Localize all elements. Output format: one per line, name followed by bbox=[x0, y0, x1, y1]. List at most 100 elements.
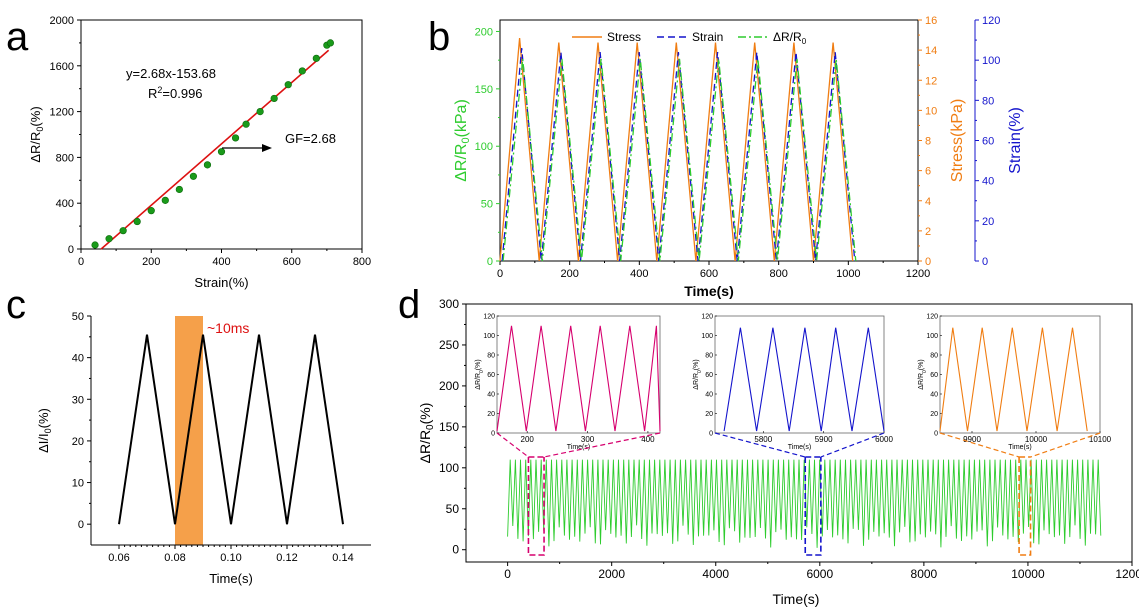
panel-c-xtick-label: 0.06 bbox=[108, 552, 129, 564]
inset-1-ytick-label: 20 bbox=[487, 411, 495, 418]
panel-c-ytick-label: 30 bbox=[72, 394, 84, 406]
panel-a-ytick-label: 2000 bbox=[50, 15, 74, 27]
panel-d-frame bbox=[465, 303, 1133, 563]
inset-3-ytick-label: 0 bbox=[934, 431, 938, 438]
fit-r-squared: R2=0.996 bbox=[148, 85, 203, 101]
panel-letter-a: a bbox=[6, 15, 29, 59]
panel-a-ytick-label: 0 bbox=[68, 244, 74, 256]
inset-1-connector bbox=[543, 432, 661, 458]
inset-3-frame bbox=[939, 315, 1101, 434]
panel-b-left-label-sub: 0 bbox=[460, 137, 472, 143]
data-point bbox=[119, 227, 127, 235]
panel-c-ytick-label: 20 bbox=[72, 436, 84, 448]
inset-1-ytick-label: 100 bbox=[483, 333, 495, 340]
inset-3: 0 20 40 60 80 100 120 9900 10000 10100 Time(s) ΔR/R… bbox=[918, 314, 1112, 452]
panel-b-stress-ytick-label: 12 bbox=[925, 75, 937, 87]
inset-1-xtick-label: 300 bbox=[581, 435, 595, 444]
panel-b-stress-ytick-label: 0 bbox=[925, 256, 931, 268]
legend-label: Strain bbox=[692, 30, 723, 44]
panel-d-xlabel: Time(s) bbox=[773, 591, 820, 607]
panel-b-left-ytick-label: 50 bbox=[481, 199, 493, 211]
panel-b-xtick-label: 200 bbox=[560, 268, 578, 280]
panel-b-xtick-label: 1200 bbox=[906, 268, 930, 280]
panel-a-xlabel: Strain(%) bbox=[194, 275, 248, 290]
panel-b-stress-label: Stress(kPa) bbox=[949, 99, 966, 183]
inset-3-ylabel-rest: (%) bbox=[918, 359, 925, 370]
panel-d-ytick-label: 50 bbox=[446, 502, 460, 516]
panel-b-xtick-label: 800 bbox=[769, 268, 787, 280]
panel-c: 0.06 0.08 0.10 0.12 0.14 0 10 20 30 40 50 Time(s) ΔI… bbox=[36, 311, 371, 586]
inset-2-xtick-label: 5800 bbox=[754, 435, 772, 444]
data-point bbox=[91, 241, 99, 249]
r2-sup: 2 bbox=[157, 85, 162, 95]
panel-a-ylabel-part: ΔR/R bbox=[28, 132, 43, 163]
inset-3-xlabel: Time(s) bbox=[1008, 444, 1031, 451]
gauge-factor-label: GF=2.68 bbox=[285, 131, 336, 146]
inset-3-signal bbox=[939, 327, 1088, 432]
panel-d-xtick-label: 8000 bbox=[911, 567, 938, 581]
data-point bbox=[175, 185, 183, 194]
panel-a-xtick-label: 200 bbox=[142, 256, 160, 268]
data-point bbox=[256, 107, 264, 116]
inset-1-ylabel-rest: (%) bbox=[475, 359, 482, 370]
series-line-strain bbox=[501, 48, 856, 262]
panel-d-xtick-label: 2000 bbox=[598, 567, 625, 581]
inset-1-ylabel-sub: 0 bbox=[479, 370, 485, 373]
panel-a-ytick-label: 1200 bbox=[50, 107, 74, 119]
inset-2-frame bbox=[714, 315, 885, 434]
panel-b-strain-ytick-label: 80 bbox=[982, 95, 994, 107]
series-line-rr bbox=[502, 58, 857, 262]
panel-c-ytick-label: 0 bbox=[78, 519, 84, 531]
inset-2-ylabel: ΔR/R0(%) bbox=[693, 359, 703, 389]
panel-b-strain-ytick-label: 20 bbox=[982, 216, 994, 228]
panel-b-xtick-label: 600 bbox=[700, 268, 718, 280]
panel-a-ylabel-rest: (%) bbox=[28, 106, 43, 126]
inset-1-ytick-label: 120 bbox=[483, 314, 495, 321]
inset-3-ytick-label: 120 bbox=[926, 314, 938, 321]
highlight-label: ~10ms bbox=[207, 320, 249, 336]
panel-c-ylabel-sub: 0 bbox=[43, 428, 53, 433]
panel-a-ytick-label: 400 bbox=[56, 198, 74, 210]
panel-d-ytick-label: 150 bbox=[439, 420, 459, 434]
inset-1-xtick-label: 200 bbox=[521, 435, 535, 444]
data-point bbox=[298, 67, 306, 75]
panel-b-left-ytick-label: 150 bbox=[475, 84, 493, 96]
panel-c-xtick-label: 0.10 bbox=[220, 552, 241, 564]
panel-b-xtick-label: 0 bbox=[497, 268, 503, 280]
panel-c-ytick-label: 40 bbox=[72, 353, 84, 365]
inset-3-xtick-label: 10000 bbox=[1025, 435, 1048, 444]
legend-label: ΔR/R0 bbox=[773, 30, 807, 46]
panel-a-xtick-label: 0 bbox=[78, 256, 84, 268]
inset-1-ylabel-part: ΔR/R bbox=[475, 373, 482, 390]
panel-d-ytick-label: 250 bbox=[439, 338, 459, 352]
panel-d-ylabel-rest: (%) bbox=[417, 403, 433, 425]
data-point bbox=[147, 207, 155, 215]
panel-b-left-ytick-label: 100 bbox=[475, 141, 493, 153]
inset-2-ylabel-part: ΔR/R bbox=[693, 373, 700, 390]
panel-a-ylabel: ΔR/R0(%) bbox=[28, 106, 45, 162]
inset-2-ytick-label: 20 bbox=[705, 411, 713, 418]
panel-b-strain-ytick-label: 120 bbox=[982, 15, 1000, 27]
data-point bbox=[242, 120, 250, 128]
panel-c-ylabel: ΔI/I0(%) bbox=[36, 408, 53, 453]
inset-3-connector bbox=[939, 432, 1020, 458]
inset-2-region-bracket bbox=[804, 456, 822, 556]
panel-b-strain-ytick-label: 60 bbox=[982, 136, 994, 148]
panel-d-xtick-label: 0 bbox=[504, 567, 511, 581]
panel-d-ytick-label: 200 bbox=[439, 379, 459, 393]
inset-2-ytick-label: 80 bbox=[705, 353, 713, 360]
panel-b-stress-ytick-label: 14 bbox=[925, 45, 937, 57]
panel-b-left-label-rest: (kPa) bbox=[453, 99, 470, 137]
inset-2-connector bbox=[820, 432, 885, 458]
panel-b-stress-ytick-label: 16 bbox=[925, 15, 937, 27]
inset-3-region-bracket bbox=[1018, 456, 1032, 556]
inset-2-ytick-label: 40 bbox=[705, 392, 713, 399]
panel-a-ytick-label: 1600 bbox=[50, 61, 74, 73]
panel-b-stress-ytick-label: 10 bbox=[925, 105, 937, 117]
data-point bbox=[133, 217, 141, 226]
r2-value: =0.996 bbox=[162, 86, 202, 101]
legend-label: Stress bbox=[607, 30, 641, 44]
legend-label-sub: 0 bbox=[802, 37, 807, 46]
panel-c-ylabel-part: ΔI/I bbox=[36, 433, 51, 453]
panel-d-xtick-label: 6000 bbox=[806, 567, 833, 581]
